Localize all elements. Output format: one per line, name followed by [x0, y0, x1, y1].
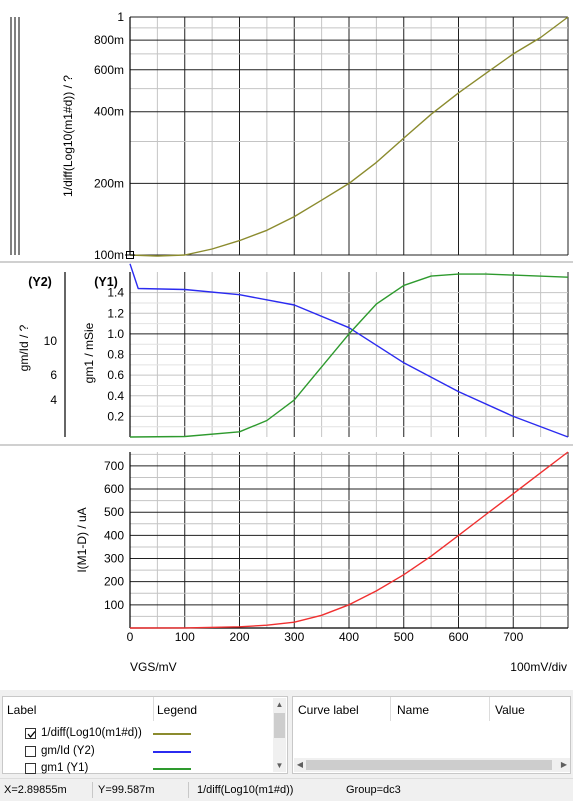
x-scale-label: 100mV/div	[510, 660, 567, 674]
legend-header-label: Label	[7, 703, 37, 717]
legend-checkbox-2[interactable]	[25, 746, 36, 757]
tick-label-y: 400m	[94, 105, 124, 119]
legend-swatch-1	[153, 733, 191, 735]
tick-label-y1: 1.4	[107, 286, 124, 300]
series-line-gm-id	[129, 263, 569, 438]
legend-label-3: gm1 (Y1)	[41, 762, 89, 774]
tick-label-x: 100	[175, 630, 195, 644]
axis-label-y: I(M1-D) / uA	[75, 507, 89, 572]
tick-label-y: 1	[117, 10, 124, 24]
tick-label-x: 200	[229, 630, 249, 644]
axis-label-x: VGS/mV	[130, 660, 177, 674]
tick-label-y2: 4	[50, 393, 57, 407]
tick-label-y1: 0.2	[107, 409, 124, 423]
legend-row-1[interactable]: 1/diff(Log10(m1#d))	[25, 727, 275, 744]
tick-label-y1: 0.6	[107, 368, 124, 382]
axis-label-y2: gm/Id / ?	[17, 324, 31, 371]
tick-label-y: 300	[104, 552, 124, 566]
tick-label-y1: 0.8	[107, 348, 124, 362]
axis-label-y1: gm1 / mSie	[82, 322, 96, 383]
scroll-up-icon[interactable]: ▲	[275, 700, 284, 709]
column-divider[interactable]	[390, 697, 391, 721]
series-line-i-m1-d	[129, 451, 569, 629]
tick-label-y: 100m	[94, 248, 124, 262]
plot-window[interactable]: 1 800m 600m 400m 200m 100m 1/diff(Log10(m1#d))…	[0, 0, 573, 690]
tick-label-x: 700	[503, 630, 523, 644]
tick-label-y: 200m	[94, 176, 124, 190]
legend-checkbox-1[interactable]	[25, 728, 36, 739]
tick-label-y: 400	[104, 528, 124, 542]
legend-panel: Label Legend 1/diff(Log10(m1#d)) gm/Id (…	[2, 696, 288, 774]
axis-header-y2: (Y2)	[28, 275, 52, 289]
status-bar: X=2.89855m Y=99.587m 1/diff(Log10(m1#d))…	[0, 778, 573, 801]
tick-label-x: 400	[339, 630, 359, 644]
tick-label-y: 600m	[94, 63, 124, 77]
bottom-panels: Label Legend 1/diff(Log10(m1#d)) gm/Id (…	[0, 690, 573, 778]
tick-label-y: 800m	[94, 33, 124, 47]
cursor-table-hscrollbar[interactable]: ◀ ▶	[294, 758, 570, 772]
tick-label-y2: 10	[44, 334, 58, 348]
tick-label-y: 500	[104, 505, 124, 519]
tick-label-y1: 1.0	[107, 327, 124, 341]
column-header-name: Name	[397, 703, 430, 717]
column-divider[interactable]	[489, 697, 490, 721]
plot-canvas[interactable]: 1 800m 600m 400m 200m 100m 1/diff(Log10(m1#d))…	[0, 0, 573, 690]
tick-label-y2: 6	[50, 368, 57, 382]
scroll-down-icon[interactable]: ▼	[275, 761, 284, 770]
series-line-gm1	[129, 273, 569, 438]
series-line-1-diff-log10	[129, 16, 569, 257]
axis-header-y1: (Y1)	[94, 275, 118, 289]
status-y: Y=99.587m	[98, 784, 155, 796]
tick-label-y: 600	[104, 482, 124, 496]
tick-label-x: 500	[394, 630, 414, 644]
tick-label-x: 0	[127, 630, 134, 644]
column-header-curve-label: Curve label	[298, 703, 359, 717]
check-icon	[27, 731, 36, 739]
legend-checkbox-3[interactable]	[25, 763, 36, 774]
tick-label-y1: 0.4	[107, 389, 124, 403]
legend-label-2: gm/Id (Y2)	[41, 745, 95, 757]
tick-label-y1: 1.2	[107, 306, 124, 320]
status-group: Group=dc3	[346, 784, 401, 796]
scroll-thumb[interactable]	[306, 760, 552, 770]
scroll-right-icon[interactable]: ▶	[560, 760, 568, 769]
cursor-table-panel: Curve label Name Value ◀ ▶	[292, 696, 571, 774]
scroll-left-icon[interactable]: ◀	[296, 760, 304, 769]
legend-row-2[interactable]: gm/Id (Y2)	[25, 745, 275, 762]
column-header-value: Value	[495, 703, 525, 717]
legend-header-legend: Legend	[157, 703, 198, 717]
legend-row-3[interactable]: gm1 (Y1)	[25, 762, 275, 774]
legend-swatch-3	[153, 768, 191, 770]
legend-swatch-2	[153, 751, 191, 753]
tick-label-y: 100	[104, 598, 124, 612]
tick-label-x: 600	[448, 630, 468, 644]
status-x: X=2.89855m	[4, 784, 67, 796]
tick-label-x: 300	[284, 630, 304, 644]
status-separator	[92, 782, 93, 798]
scroll-thumb[interactable]	[274, 713, 285, 738]
status-curve: 1/diff(Log10(m1#d))	[197, 784, 294, 796]
legend-label-1: 1/diff(Log10(m1#d))	[41, 727, 142, 739]
axis-label-y: 1/diff(Log10(m1#d)) / ?	[61, 75, 75, 197]
column-divider[interactable]	[153, 697, 154, 721]
tick-label-y: 200	[104, 575, 124, 589]
status-separator	[188, 782, 189, 798]
legend-scrollbar[interactable]: ▲ ▼	[273, 698, 286, 772]
tick-label-y: 700	[104, 459, 124, 473]
